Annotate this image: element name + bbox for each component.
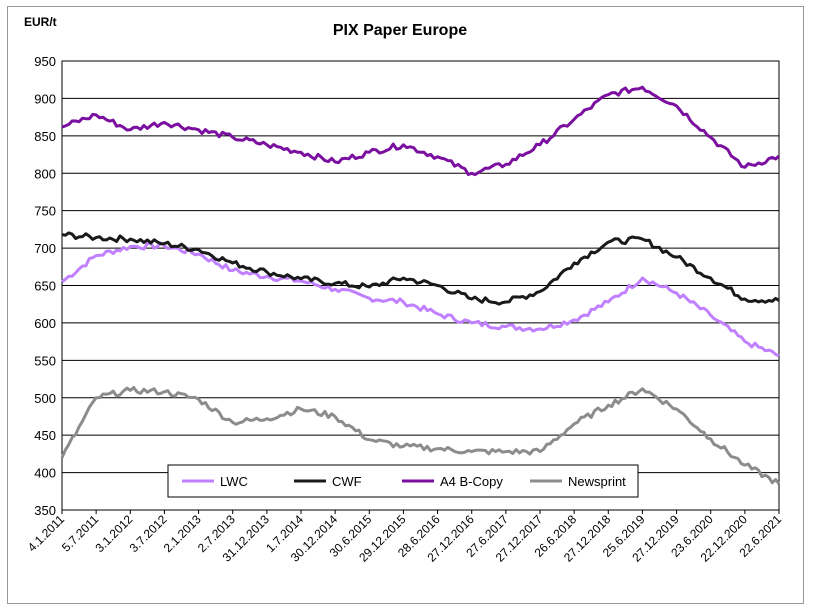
x-tick-labels: 4.1.20115.7.20113.1.20123.7.20122.1.2013… <box>25 510 784 565</box>
line-chart: PIX Paper Europe EUR/t 350 400 450 500 550 60… <box>24 15 784 565</box>
y-tick-800: 800 <box>34 166 56 181</box>
y-tick-550: 550 <box>34 353 56 368</box>
chart-frame: PIX Paper Europe EUR/t 350 400 450 500 550 60… <box>7 6 804 604</box>
series-line-a4-b-copy <box>61 85 780 177</box>
y-tick-700: 700 <box>34 241 56 256</box>
y-tick-350: 350 <box>34 503 56 518</box>
legend: LWC CWF A4 B-Copy Newsprint <box>167 464 639 498</box>
y-axis-label: EUR/t <box>24 15 57 29</box>
legend-label-a4-b-copy: A4 B-Copy <box>440 474 503 489</box>
legend-label-lwc: LWC <box>220 474 248 489</box>
y-tick-950: 950 <box>34 54 56 69</box>
y-tick-650: 650 <box>34 279 56 294</box>
x-tick-label: 4.1.2011 <box>25 512 68 555</box>
y-tick-750: 750 <box>34 204 56 219</box>
grid-lines <box>61 60 780 511</box>
y-tick-labels: 350 400 450 500 550 600 650 700 750 800 850 900 950 <box>34 54 56 518</box>
legend-label-newsprint: Newsprint <box>568 474 626 489</box>
series-line-lwc <box>61 241 780 358</box>
series-line-newsprint <box>60 386 781 485</box>
chart-title: PIX Paper Europe <box>333 22 467 39</box>
y-tick-500: 500 <box>34 391 56 406</box>
legend-label-cwf: CWF <box>332 474 362 489</box>
series-lines <box>60 85 781 485</box>
plot-area-border <box>61 60 780 511</box>
y-tick-450: 450 <box>34 428 56 443</box>
series-line-cwf <box>61 231 780 306</box>
y-tick-900: 900 <box>34 91 56 106</box>
y-tick-600: 600 <box>34 316 56 331</box>
y-tick-400: 400 <box>34 466 56 481</box>
y-tick-850: 850 <box>34 129 56 144</box>
